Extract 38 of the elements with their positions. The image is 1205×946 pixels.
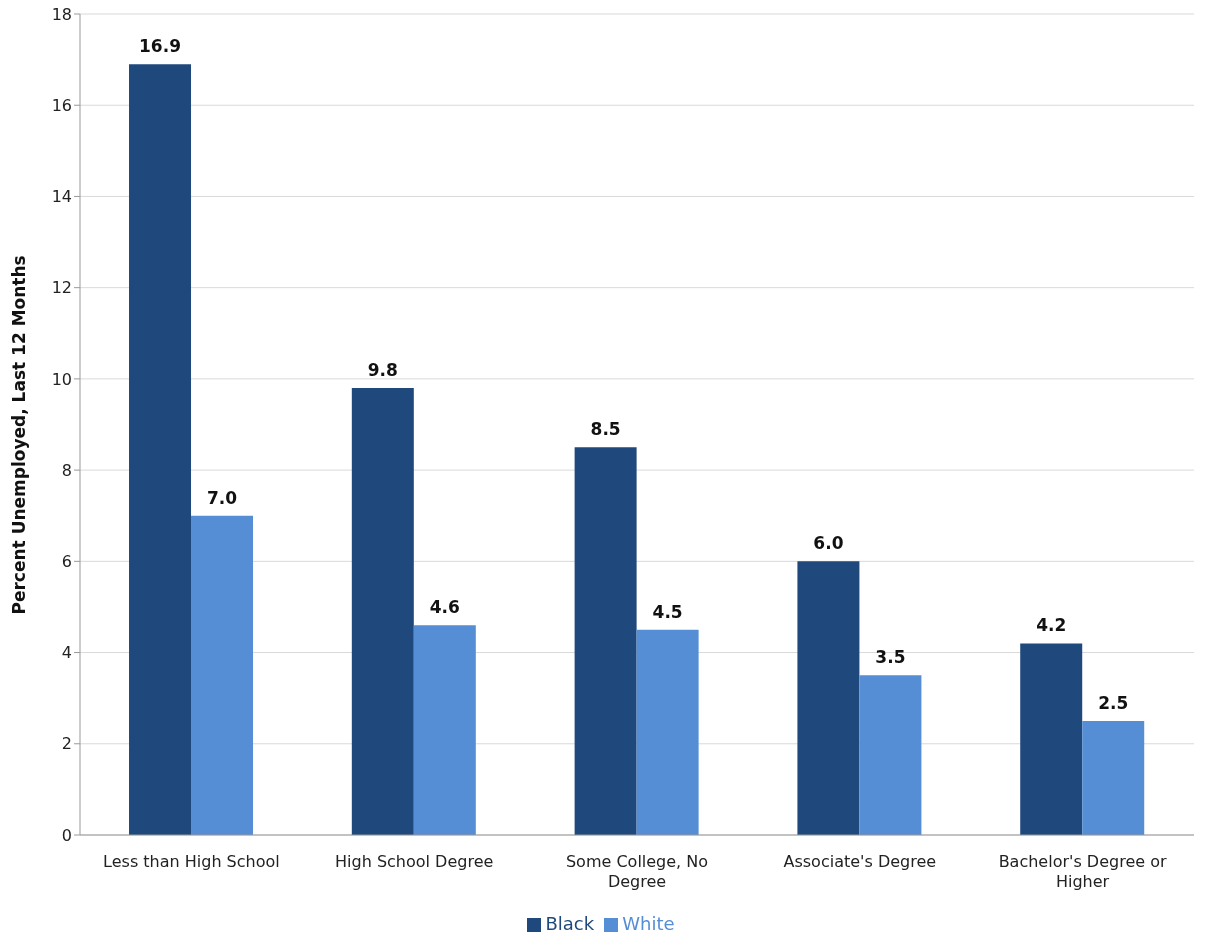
y-tick-label: 2 (61, 734, 72, 754)
y-axis-title: Percent Unemployed, Last 12 Months (9, 255, 30, 615)
y-tick-label: 16 (51, 95, 72, 115)
bar (351, 388, 414, 835)
data-label: 3.5 (875, 647, 906, 668)
bar (636, 629, 699, 835)
bar (797, 561, 860, 835)
bar (413, 625, 476, 835)
x-tick-label: Associate's Degree (783, 852, 937, 871)
y-tick-label: 8 (61, 460, 72, 480)
bar (129, 64, 192, 835)
bar (574, 447, 637, 835)
x-tick-label: High School Degree (335, 852, 494, 871)
bar (1082, 720, 1145, 835)
y-tick-label: 12 (51, 278, 72, 298)
bar (859, 675, 922, 835)
legend-label: White (622, 913, 675, 934)
legend-label: Black (545, 913, 595, 934)
y-tick-label: 10 (51, 369, 72, 389)
x-tick-label: Bachelor's Degree or Higher (998, 852, 1167, 891)
data-label: 8.5 (590, 419, 621, 440)
data-label: 6.0 (813, 533, 844, 554)
bar (191, 515, 254, 835)
data-label: 16.9 (139, 36, 181, 57)
data-label: 7.0 (206, 487, 238, 508)
y-tick-label: 14 (51, 187, 72, 207)
data-label: 4.6 (429, 597, 460, 618)
y-tick-label: 18 (51, 4, 72, 24)
data-label: 4.2 (1036, 615, 1067, 636)
data-label: 4.5 (652, 601, 683, 622)
x-tick-label: Less than High School (103, 852, 280, 871)
y-tick-label: 6 (61, 552, 72, 572)
bar (1020, 643, 1083, 835)
y-tick-label: 0 (61, 825, 72, 845)
data-label: 9.8 (367, 360, 398, 381)
x-tick-label: Some College, No Degree (565, 852, 709, 891)
data-label: 2.5 (1098, 692, 1129, 713)
y-tick-label: 4 (61, 643, 72, 663)
